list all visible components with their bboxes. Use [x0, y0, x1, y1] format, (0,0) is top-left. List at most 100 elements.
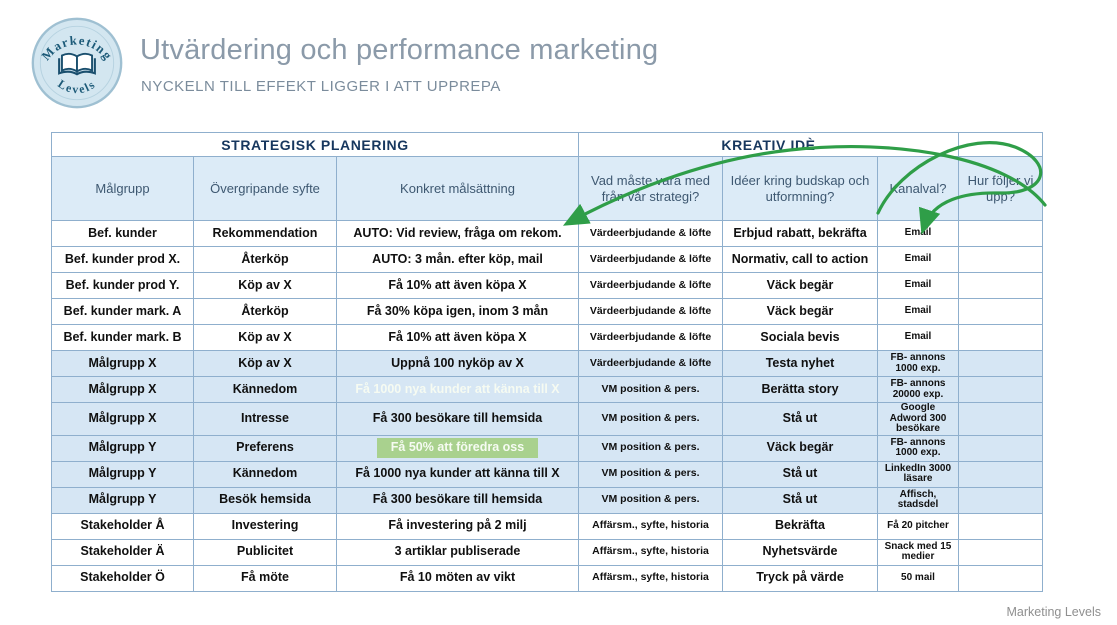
table-row: Bef. kunder Rekommendation AUTO: Vid revie…: [51, 220, 1043, 247]
cell: Email: [877, 246, 959, 273]
cell: Värdeerbjudande & löfte: [578, 298, 723, 325]
cell: AUTO: 3 mån. efter köp, mail: [336, 246, 579, 273]
cell: Få 10 möten av vikt: [336, 564, 579, 592]
cell: Stå ut: [722, 486, 878, 514]
cell: AUTO: Vid review, fråga om rekom.: [336, 220, 579, 247]
cell: [958, 402, 1043, 436]
cell: Stå ut: [722, 402, 878, 436]
cell: LinkedIn 3000 läsare: [877, 460, 959, 488]
table-body: Bef. kunder Rekommendation AUTO: Vid revie…: [51, 220, 1043, 592]
table-row: Målgrupp Y Preferens Få 50% att föredra os…: [51, 434, 1043, 462]
cell: [958, 246, 1043, 273]
cell: Få 20 pitcher: [877, 512, 959, 540]
cell: 3 artiklar publiserade: [336, 538, 579, 566]
cell: Affärsm., syfte, historia: [578, 538, 723, 566]
cell: Väck begär: [722, 434, 878, 462]
cell: Bef. kunder: [51, 220, 194, 247]
table-row: Målgrupp X Köp av X Uppnå 100 nyköp av X Vä…: [51, 350, 1043, 377]
cell: [958, 538, 1043, 566]
cell: Bef. kunder mark. A: [51, 298, 194, 325]
cell: Få 30% köpa igen, inom 3 mån: [336, 298, 579, 325]
cell: Målgrupp Y: [51, 434, 194, 462]
page-title: Utvärdering och performance marketing: [140, 34, 659, 66]
cell: Snack med 15 medier: [877, 538, 959, 566]
column-header: Övergripande syfte: [193, 156, 337, 221]
cell: Email: [877, 324, 959, 351]
cell: VM position & pers.: [578, 376, 723, 403]
cell: Få 300 besökare till hemsida: [336, 402, 579, 436]
cell: Google Adword 300 besökare: [877, 402, 959, 436]
cell: Email: [877, 220, 959, 247]
table-row: Målgrupp Y Besök hemsida Få 300 besökare t…: [51, 486, 1043, 514]
highlight-cell: Få 1000 nya kunder att känna till X: [336, 376, 579, 403]
cell: FB- annons 20000 exp.: [877, 376, 959, 403]
cell: VM position & pers.: [578, 402, 723, 436]
cell: Bef. kunder prod Y.: [51, 272, 194, 299]
table-row: Stakeholder Ö Få möte Få 10 möten av vikt A…: [51, 564, 1043, 592]
cell: Stakeholder Å: [51, 512, 194, 540]
cell: [958, 512, 1043, 540]
cell: Få investering på 2 milj: [336, 512, 579, 540]
column-header: Målgrupp: [51, 156, 194, 221]
logo-badge: Marketing Levels: [31, 17, 123, 109]
cell: Väck begär: [722, 272, 878, 299]
cell: [958, 324, 1043, 351]
table-row: Målgrupp X Intresse Få 300 besökare till h…: [51, 402, 1043, 436]
column-header: Konkret målsättning: [336, 156, 579, 221]
cell: Besök hemsida: [193, 486, 337, 514]
cell: Köp av X: [193, 272, 337, 299]
cell: VM position & pers.: [578, 434, 723, 462]
cell: Värdeerbjudande & löfte: [578, 272, 723, 299]
cell: Nyhetsvärde: [722, 538, 878, 566]
cell: 50 mail: [877, 564, 959, 592]
cell: Normativ, call to action: [722, 246, 878, 273]
cell: Väck begär: [722, 298, 878, 325]
column-header: Idéer kring budskap och utformning?: [722, 156, 878, 221]
planning-table: STRATEGISK PLANERING KREATIV IDÈ Målgrupp…: [51, 132, 1043, 592]
cell: Intresse: [193, 402, 337, 436]
cell: Stå ut: [722, 460, 878, 488]
highlight-box: Få 50% att föredra oss: [376, 438, 539, 458]
column-header: Vad måste vara med från vår strategi?: [578, 156, 723, 221]
cell: Köp av X: [193, 324, 337, 351]
cell: Målgrupp X: [51, 350, 194, 377]
table-row: Bef. kunder mark. B Köp av X Få 10% att äv…: [51, 324, 1043, 351]
cell: Email: [877, 272, 959, 299]
table-row: Stakeholder Ä Publicitet 3 artiklar publis…: [51, 538, 1043, 566]
table-row: Målgrupp X Kännedom Få 1000 nya kunder att…: [51, 376, 1043, 403]
cell: VM position & pers.: [578, 486, 723, 514]
cell: Få 300 besökare till hemsida: [336, 486, 579, 514]
cell: Rekommendation: [193, 220, 337, 247]
table-row: Bef. kunder prod X. Återköp AUTO: 3 mån. e…: [51, 246, 1043, 273]
column-header: Hur följer vi upp?: [958, 156, 1043, 221]
cell: [958, 298, 1043, 325]
table-wrap: STRATEGISK PLANERING KREATIV IDÈ Målgrupp…: [51, 132, 1043, 592]
cell: Uppnå 100 nyköp av X: [336, 350, 579, 377]
cell: Få möte: [193, 564, 337, 592]
group-header: [958, 132, 1043, 157]
cell: Stakeholder Ä: [51, 538, 194, 566]
column-header-row: Målgrupp Övergripande syfte Konkret målsät…: [51, 156, 1043, 221]
cell: [958, 350, 1043, 377]
cell: Publicitet: [193, 538, 337, 566]
cell: Bekräfta: [722, 512, 878, 540]
cell: Värdeerbjudande & löfte: [578, 324, 723, 351]
column-header: Kanalval?: [877, 156, 959, 221]
cell: Sociala bevis: [722, 324, 878, 351]
table-row: Bef. kunder mark. A Återköp Få 30% köpa ig…: [51, 298, 1043, 325]
logo-text-bottom: Levels: [55, 77, 96, 96]
cell: Målgrupp Y: [51, 486, 194, 514]
table-row: Stakeholder Å Investering Få investering p…: [51, 512, 1043, 540]
cell: Köp av X: [193, 350, 337, 377]
page-subtitle: NYCKELN TILL EFFEKT LIGGER I ATT UPPREPA: [141, 78, 501, 95]
footer-brand: Marketing Levels: [1006, 605, 1102, 619]
cell: Bef. kunder mark. B: [51, 324, 194, 351]
group-row: STRATEGISK PLANERING KREATIV IDÈ: [51, 132, 1043, 157]
cell: Erbjud rabatt, bekräfta: [722, 220, 878, 247]
cell: Värdeerbjudande & löfte: [578, 350, 723, 377]
cell: Få 50% att föredra oss: [336, 434, 579, 462]
book-icon: [58, 52, 96, 76]
group-header: STRATEGISK PLANERING: [51, 132, 579, 157]
cell: Kännedom: [193, 460, 337, 488]
